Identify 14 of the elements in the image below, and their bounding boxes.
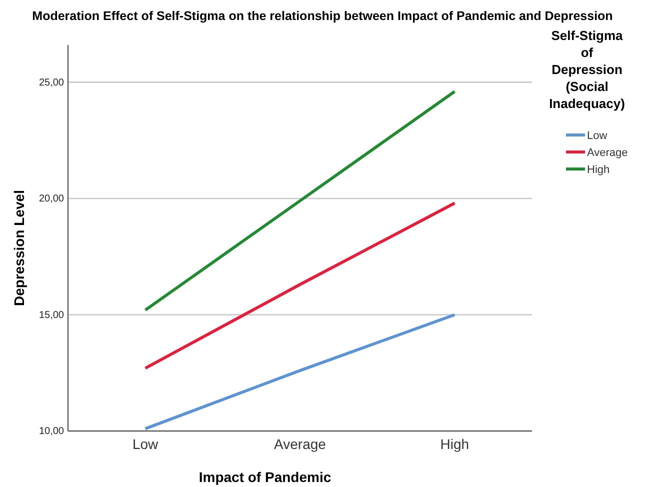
y-tick-label: 15,00 xyxy=(38,310,64,321)
legend-label: Average xyxy=(587,147,628,159)
legend-title: Self-Stigma of Depression (Social Inadequacy) xyxy=(549,28,625,111)
legend-label: High xyxy=(587,164,610,176)
x-axis-title: Impact of Pandemic xyxy=(198,469,332,485)
chart-title: Moderation Effect of Self-Stigma on the relationship between Impact of Pandemic and Depression xyxy=(32,9,613,23)
legend-label: Low xyxy=(587,130,608,142)
y-tick-label: 25,00 xyxy=(38,77,64,88)
y-tick-label: 20,00 xyxy=(38,194,64,205)
y-tick-label: 10,00 xyxy=(38,426,64,438)
y-axis-title: Depression Level xyxy=(11,190,27,306)
x-tick-label: Low xyxy=(132,436,160,452)
x-tick-label: Average xyxy=(274,436,326,452)
x-tick-label: High xyxy=(440,436,470,452)
